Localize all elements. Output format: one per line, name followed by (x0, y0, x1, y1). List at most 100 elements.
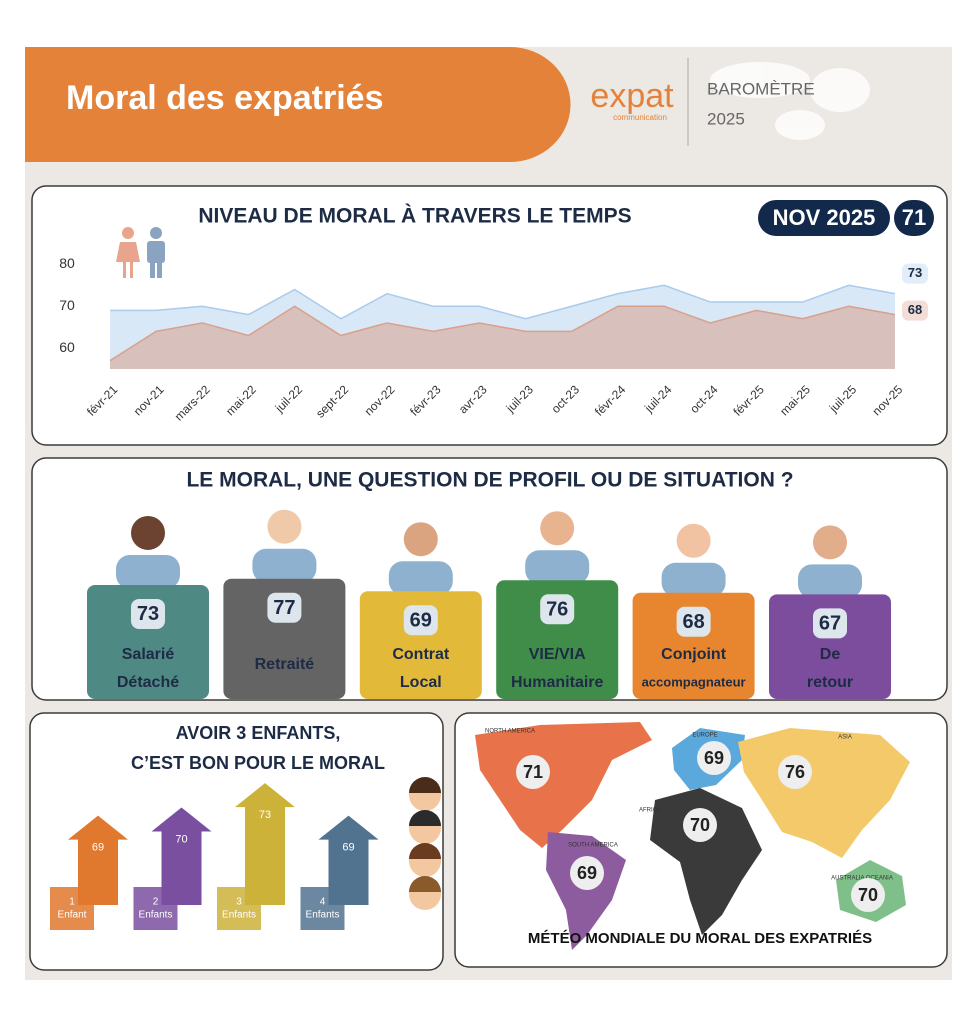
category-box (217, 887, 261, 930)
value-label: 76 (785, 762, 805, 782)
chart-title: MÉTÉO MONDIALE DU MORAL DES EXPATRIÉS (528, 930, 872, 947)
person-body (252, 548, 317, 583)
region-name: NORTH AMERICA (485, 729, 535, 735)
category-box (133, 887, 178, 930)
barometer-label: BAROMÈTRE (707, 79, 815, 98)
arrow (318, 815, 379, 905)
person-head (131, 515, 165, 550)
category-label: Salarié (122, 646, 175, 663)
bar (359, 591, 482, 699)
category-label: Enfant (58, 910, 87, 921)
region-name: AUSTRALIA OCEANIA (831, 876, 893, 882)
value-label: 69 (342, 842, 354, 854)
region (546, 832, 626, 950)
value-badge (676, 606, 711, 637)
barometer-year: 2025 (707, 109, 745, 128)
category-label: 3 (236, 897, 242, 908)
child-hair (409, 810, 441, 826)
value-badge (697, 741, 731, 775)
badge-bg (758, 200, 890, 236)
y-tick-label: 80 (59, 255, 75, 271)
area (110, 306, 895, 369)
category-label: Contrat (392, 646, 450, 663)
bar (769, 594, 891, 699)
value-label: 69 (410, 609, 432, 631)
category-label: Conjoint (661, 646, 727, 663)
person-body (661, 562, 726, 597)
person-head (540, 511, 575, 546)
category-label: VIE/VIA (529, 646, 586, 663)
category-box (300, 887, 345, 930)
value-label: 69 (577, 863, 597, 883)
value-badge (267, 592, 302, 623)
line (109, 305, 896, 362)
header-band (25, 47, 571, 162)
value-label: 70 (690, 815, 710, 835)
value-label: 69 (704, 748, 724, 768)
value-label: 68 (682, 611, 704, 633)
end-label: 73 (908, 265, 922, 280)
badge-value: 71 (902, 205, 926, 230)
person-head (676, 523, 711, 558)
chart-title: LE MORAL, UNE QUESTION DE PROFIL OU DE S… (186, 469, 793, 492)
bar (87, 584, 209, 699)
region-name: EUROPE (692, 733, 717, 739)
region (650, 788, 762, 935)
value-badge (570, 856, 604, 890)
child-hair (409, 876, 441, 892)
bar (496, 580, 619, 699)
region-name: AFRICA (639, 808, 661, 814)
category-label: retour (807, 674, 853, 691)
value-badge (403, 605, 438, 636)
category-label: Détaché (117, 674, 179, 691)
person-body (388, 561, 453, 596)
person-body (525, 550, 590, 585)
value-badge (131, 598, 165, 629)
category-label: Humanitaire (511, 674, 604, 691)
value-label: 69 (92, 842, 104, 854)
end-label-bg (902, 300, 928, 321)
person-body (798, 564, 862, 599)
line (110, 284, 896, 320)
value-badge (813, 608, 847, 639)
badge-value-bg (894, 200, 934, 236)
region (738, 728, 910, 858)
category-label: 1 (69, 897, 75, 908)
gender-icons (116, 227, 165, 278)
category-label: 4 (320, 897, 326, 908)
person-head (813, 525, 847, 560)
arrow (68, 815, 128, 905)
value-badge (778, 755, 812, 789)
y-tick-label: 70 (59, 297, 75, 313)
bar (223, 578, 346, 699)
value-label: 71 (523, 762, 543, 782)
category-label: Enfants (306, 910, 340, 921)
chart-title: AVOIR 3 ENFANTS, (176, 723, 341, 743)
category-label: De (820, 646, 841, 663)
chart-title: NIVEAU DE MORAL À TRAVERS LE TEMPS (198, 205, 631, 228)
y-tick-label: 60 (59, 339, 75, 355)
badge: NOV 2025 (773, 205, 876, 230)
value-badge (516, 755, 550, 789)
logo: expat (590, 77, 674, 115)
world-decoration (710, 62, 870, 140)
category-label: Retraité (255, 656, 315, 673)
person-body (116, 554, 180, 589)
value-label: 70 (858, 885, 878, 905)
bar (632, 592, 755, 699)
chart-title: C’EST BON POUR LE MORAL (131, 753, 385, 773)
value-badge (683, 808, 717, 842)
value-label: 70 (175, 833, 187, 845)
region (475, 722, 652, 848)
region-name: ASIA (838, 735, 852, 741)
end-label-bg (902, 263, 928, 284)
region-name: SOUTH AMERICA (568, 843, 618, 849)
panel-timeline (31, 185, 948, 446)
category-label: Local (400, 674, 442, 691)
child-hair (409, 843, 441, 859)
child-hair (409, 777, 441, 793)
category-label: accompagnateur (642, 674, 746, 689)
end-label: 68 (908, 302, 922, 317)
person-head (403, 522, 438, 557)
value-badge (540, 594, 575, 625)
